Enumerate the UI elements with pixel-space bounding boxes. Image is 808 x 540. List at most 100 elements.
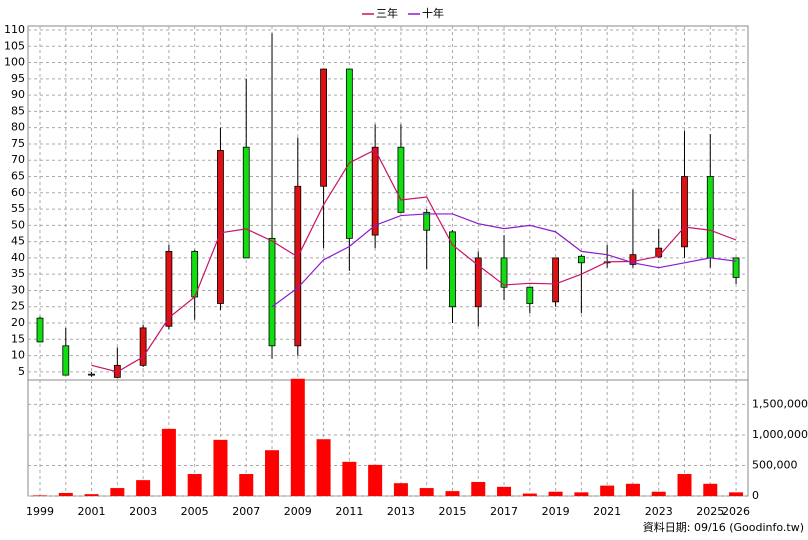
- x-tick-label: 2021: [593, 505, 621, 518]
- x-tick-label: 2003: [129, 505, 157, 518]
- volume-panel: [27, 379, 749, 497]
- y-tick-label: 15: [11, 332, 25, 345]
- y-tick-label: 10: [11, 349, 25, 362]
- y-tick-label: 65: [11, 170, 25, 183]
- ma-line: [271, 213, 737, 308]
- candle-body: [449, 231, 456, 308]
- x-tick-label: 2001: [78, 505, 106, 518]
- candle-body: [629, 254, 637, 265]
- volume-bar: [729, 492, 744, 496]
- candle-body: [526, 286, 534, 304]
- y-tick-label: 100: [4, 56, 25, 69]
- legend-label: 三年: [376, 6, 398, 20]
- x-tick-label: 2025: [696, 505, 724, 518]
- candle-body: [88, 373, 95, 376]
- y-tick-label: 60: [11, 186, 25, 199]
- y2-tick-label: 1,500,000: [752, 397, 808, 410]
- x-tick-label: 2026: [722, 505, 750, 518]
- candle-body: [217, 150, 224, 304]
- volume-bar: [110, 488, 125, 496]
- y-tick-label: 25: [11, 300, 25, 313]
- volume-bar: [316, 439, 331, 496]
- x-tick-label: 2019: [542, 505, 570, 518]
- x-tick-label: 2013: [387, 505, 415, 518]
- y-tick-label: 35: [11, 267, 25, 280]
- volume-bar: [600, 485, 615, 496]
- y2-tick-label: 500,000: [752, 458, 798, 471]
- candle-body: [36, 317, 44, 343]
- x-tick-label: 2015: [438, 505, 466, 518]
- y2-tick-label: 1,000,000: [752, 428, 808, 441]
- legend-label: 十年: [422, 6, 444, 20]
- volume-bar: [368, 464, 383, 496]
- volume-bar: [393, 483, 408, 496]
- volume-bar: [677, 474, 692, 496]
- candle-body: [474, 257, 482, 308]
- y-tick-label: 20: [11, 316, 25, 329]
- candle-body: [552, 257, 559, 303]
- y-tick-label: 45: [11, 235, 25, 248]
- y-tick-label: 90: [11, 88, 25, 101]
- ma-line: [91, 149, 737, 373]
- volume-bar: [161, 428, 176, 496]
- y2-tick-label: 0: [752, 489, 759, 502]
- y-tick-label: 70: [11, 153, 25, 166]
- y-tick-label: 50: [11, 218, 25, 231]
- volume-bar: [703, 483, 718, 496]
- x-tick-label: 2011: [335, 505, 363, 518]
- volume-bar: [651, 491, 666, 496]
- x-tick-label: 2005: [181, 505, 209, 518]
- volume-bar: [213, 439, 228, 496]
- candle-body: [165, 250, 173, 327]
- y-tick-label: 95: [11, 72, 25, 85]
- candle-body: [706, 176, 714, 259]
- y-tick-label: 80: [11, 121, 25, 134]
- y-tick-label: 85: [11, 104, 25, 117]
- x-tick-label: 2007: [232, 505, 260, 518]
- candle-body: [732, 257, 740, 278]
- volume-bar: [445, 491, 460, 496]
- candle-body: [320, 68, 327, 187]
- volume-bar: [239, 474, 254, 496]
- y-tick-label: 55: [11, 202, 25, 215]
- candle-body: [62, 345, 70, 376]
- candle-body: [371, 146, 379, 236]
- volume-bar: [187, 474, 202, 496]
- candle-body: [191, 250, 199, 298]
- candle-body: [268, 237, 276, 347]
- volume-bar: [497, 486, 512, 496]
- candle-body: [345, 68, 353, 239]
- x-tick-label: 2017: [490, 505, 518, 518]
- candle-body: [423, 211, 431, 231]
- volume-bar: [625, 483, 640, 496]
- candle-body: [294, 185, 302, 347]
- volume-bar: [548, 491, 563, 496]
- candle-body: [397, 146, 405, 213]
- footnote: 資料日期: 09/16 (Goodinfo.tw): [643, 520, 804, 534]
- volume-bar: [265, 450, 280, 496]
- volume-bar: [136, 480, 151, 496]
- volume-bar: [33, 495, 47, 496]
- y-tick-label: 30: [11, 283, 25, 296]
- volume-bar: [419, 488, 434, 496]
- candle-body: [242, 146, 250, 259]
- candle-body: [577, 255, 585, 264]
- candle-body: [139, 327, 147, 366]
- y-tick-label: 110: [4, 23, 25, 36]
- volume-bar: [574, 492, 589, 496]
- candle-body: [500, 257, 508, 288]
- x-tick-label: 2023: [645, 505, 673, 518]
- volume-bar: [290, 378, 305, 496]
- x-tick-label: 2009: [284, 505, 312, 518]
- y-tick-label: 105: [4, 39, 25, 52]
- candle-body: [681, 176, 688, 248]
- volume-bar: [522, 493, 537, 496]
- volume-bar: [471, 481, 486, 496]
- volume-bar: [342, 461, 357, 496]
- volume-bar: [84, 494, 99, 496]
- y-tick-label: 75: [11, 137, 25, 150]
- x-tick-label: 1999: [26, 505, 54, 518]
- y-tick-label: 5: [18, 365, 25, 378]
